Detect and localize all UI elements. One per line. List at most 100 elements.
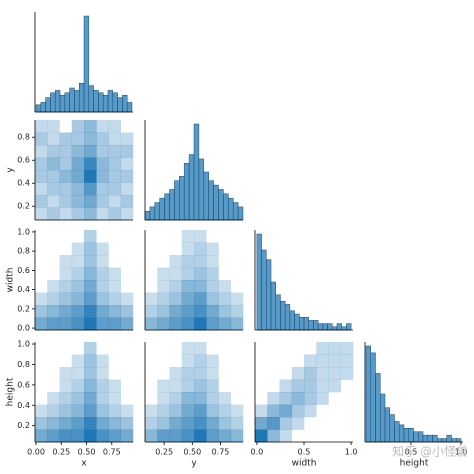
hist2d-cell [157,342,170,355]
hist-bar [394,421,400,443]
hist-bar [88,85,94,113]
hist-bar [35,104,42,113]
hist2d-cell [145,317,158,331]
hist2d-cell [170,230,183,243]
hist-bar [308,320,314,331]
hist2d-cell [255,355,268,368]
hist-bar [98,92,104,113]
hist2d-cell [304,430,317,443]
hist2d-cell [59,305,73,318]
hist-bar [208,180,214,221]
hist2d-cell [170,243,183,256]
hist-bar [380,393,386,443]
hist2d-cell [291,404,305,418]
hist2d-cell [47,145,60,158]
hist2d-cell [206,342,219,355]
hist2d-cell [157,280,170,293]
y-tick-label: 0.8 [17,133,30,142]
hist2d-cell [145,305,158,318]
hist-bar [54,90,61,113]
hist2d-cell [230,305,244,318]
hist2d-cell [206,392,219,405]
hist2d-cell [121,268,134,281]
hist2d-cell [108,267,122,281]
hist2d-cell [47,280,60,293]
hist2d-cell [340,342,354,355]
hist2d-cell [316,405,329,418]
hist2d-cell [170,342,183,355]
y-axis-label: width [6,268,16,293]
hist2d-cell [96,182,109,196]
hist2d-cell [108,404,122,418]
hist-bar [270,281,276,331]
hist-bar [112,92,118,113]
hist2d-cell [304,379,317,393]
hist2d-cell [169,404,183,418]
hist2d-cell [84,207,97,221]
hist2d-cell [35,280,48,293]
hist-bar [83,15,90,113]
hist2d-cell [329,392,342,405]
hist2d-cell [169,379,183,393]
hist2d-cell [35,120,48,133]
hist2d-cell [255,404,268,418]
hist2d-cell [71,157,85,171]
hist2d-cell [121,255,134,268]
hist2d-cell [59,132,73,146]
hist2d-cell [170,355,183,368]
hist2d-cell [169,292,183,306]
hist2d-cell [121,392,134,405]
y-tick-label: 1.0 [17,227,30,236]
hist2d-cell [84,404,97,418]
hist2d-cell [84,255,97,268]
hist2d-cell [267,404,280,418]
hist-bar [456,438,462,443]
hist2d-cell [291,392,305,405]
hist2d-cell [47,317,60,331]
y-tick-label: 0.8 [17,360,30,369]
hist2d-cell [59,392,73,405]
hist2d-cell [96,242,109,256]
hist2d-cell [206,280,219,293]
hist2d-cell [267,392,280,405]
hist2d-cell [47,195,60,208]
hist2d-cell [230,429,244,443]
hist2d-cell [84,429,97,443]
hist2d-cell [71,267,85,281]
hist2d-cell [108,145,122,158]
hist2d-cell [219,342,232,355]
hist2d-cell [96,230,109,243]
hist-bar [332,326,338,331]
y-axis-label: height [6,377,16,406]
y-tick-label: 1.0 [17,340,30,349]
hist2d-cell [60,243,73,256]
hist2d-cell [84,182,97,196]
hist2d-cell [169,367,183,380]
hist2d-cell [181,379,195,393]
hist2d-cell [280,367,293,380]
hist2d-cell [96,292,109,306]
hist2d-cell [181,280,195,293]
hist2d-cell [194,342,207,355]
hist2d-cell [96,317,109,331]
y-tick-label: 0.8 [17,247,30,256]
hist2d-cell [206,379,219,393]
hist2d-cell [181,367,195,380]
hist2d-cell [120,145,134,158]
hist2d-cell [96,195,109,208]
hist2d-cell [194,267,207,281]
hist2d-cell [109,243,122,256]
hist2d-cell [96,255,109,268]
hist2d-cell [120,317,134,331]
hist2d-cell [194,379,207,393]
hist2d-cell [96,170,109,183]
hist2d-cell [109,230,122,243]
hist2d-cell [230,417,244,430]
hist2d-cell [255,342,268,355]
hist-bar [218,189,224,221]
hist-bar [78,82,85,113]
hist2d-cell [145,280,158,293]
hist2d-cell [304,417,317,430]
hist2d-cell [304,392,317,405]
hist2d-cell [59,367,73,380]
